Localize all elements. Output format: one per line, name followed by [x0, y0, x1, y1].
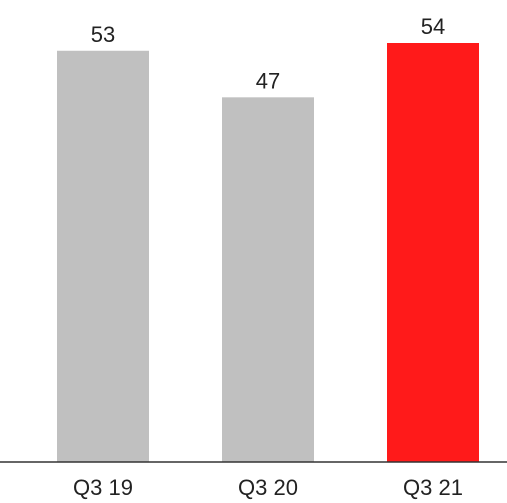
category-label-q3-21: Q3 21 [403, 475, 463, 500]
value-label-q3-20: 47 [256, 68, 280, 93]
value-label-q3-19: 53 [91, 22, 115, 47]
value-labels-group: 53 47 54 [91, 14, 445, 93]
category-label-q3-20: Q3 20 [238, 475, 298, 500]
category-label-q3-19: Q3 19 [73, 475, 133, 500]
category-labels-group: Q3 19 Q3 20 Q3 21 [73, 475, 463, 500]
bar-q3-21 [387, 43, 479, 462]
bars-group [57, 43, 479, 463]
bar-q3-19 [57, 50, 149, 463]
value-label-q3-21: 54 [421, 14, 445, 39]
bar-q3-20 [222, 97, 314, 462]
